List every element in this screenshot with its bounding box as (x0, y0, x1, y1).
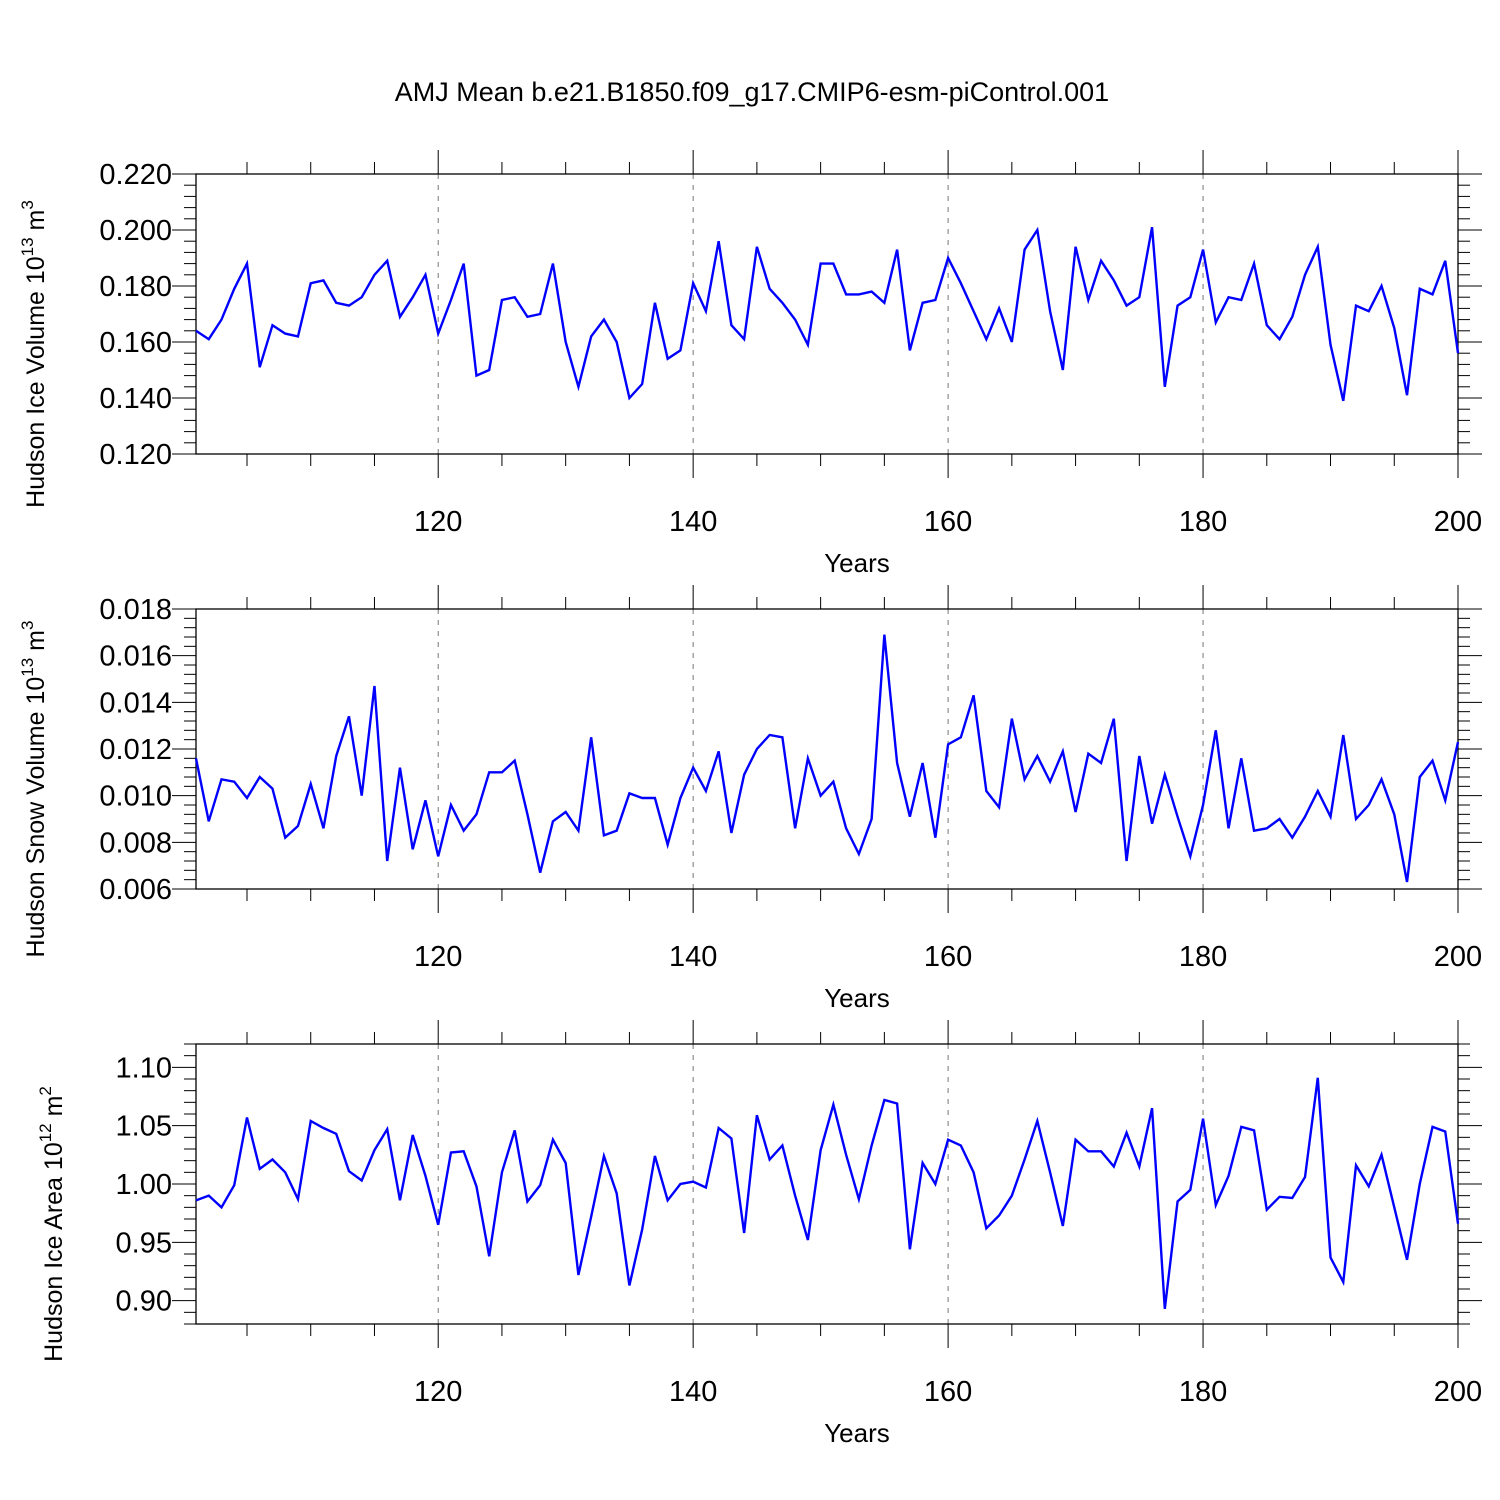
y-tick-label: 0.008 (99, 827, 172, 859)
x-tick-label: 140 (669, 1376, 717, 1408)
chart-panels: 0.120 0.140 0.160 0.180 0.200 0.220 120 140 160 1… (18, 150, 1482, 1448)
x-tick-label: 180 (1179, 941, 1227, 973)
x-axis-label: Years (824, 548, 890, 578)
y-tick-label: 1.10 (116, 1052, 172, 1084)
x-tick-label: 200 (1434, 506, 1482, 538)
x-tick-label: 200 (1434, 1376, 1482, 1408)
x-tick-label: 160 (924, 941, 972, 973)
y-axis-label-part: Hudson Ice Area 10 (40, 1142, 68, 1362)
x-axis-label: Years (824, 1418, 890, 1448)
y-tick-label: 0.016 (99, 641, 172, 673)
y-tick-label: 0.018 (99, 594, 172, 626)
x-tick-label: 160 (924, 1376, 972, 1408)
y-axis-label-superscript: 13 (18, 237, 37, 256)
y-tick-label: 0.014 (99, 687, 172, 719)
x-tick-label: 180 (1179, 506, 1227, 538)
y-tick-label: 0.180 (99, 271, 172, 303)
y-tick-label: 0.140 (99, 383, 172, 415)
series-line (195, 226, 1460, 402)
series-line (194, 634, 1460, 883)
y-tick-label: 0.012 (99, 734, 172, 766)
y-tick-label: 0.95 (116, 1227, 172, 1259)
y-axis-label-part: Hudson Snow Volume 10 (22, 677, 50, 958)
y-axis-label-superscript: 3 (18, 200, 37, 209)
y-axis-label-superscript: 3 (18, 621, 37, 630)
y-tick-label: 0.220 (99, 159, 172, 191)
plot-frame (195, 1043, 1459, 1325)
y-axis-label-part: m (22, 630, 50, 658)
y-axis-label-part: m (22, 210, 50, 238)
x-tick-label: 180 (1179, 1376, 1227, 1408)
y-tick-label: 1.00 (116, 1169, 172, 1201)
y-axis-label-superscript: 2 (36, 1086, 55, 1095)
x-tick-label: 120 (414, 506, 462, 538)
x-tick-label: 140 (669, 941, 717, 973)
y-axis-label-part: m (40, 1096, 68, 1124)
y-tick-label: 0.120 (99, 439, 172, 471)
y-tick-label: 0.006 (99, 874, 172, 906)
y-axis-label-superscript: 13 (18, 658, 37, 677)
x-axis-label: Years (824, 983, 890, 1013)
x-tick-label: 140 (669, 506, 717, 538)
y-axis-label: Hudson Snow Volume 1013 m3 (18, 621, 50, 958)
x-tick-label: 120 (414, 1376, 462, 1408)
y-axis-label: Hudson Ice Volume 1013 m3 (18, 200, 50, 508)
y-axis-label-part: Hudson Ice Volume 10 (22, 256, 50, 508)
y-tick-label: 1.05 (116, 1111, 172, 1143)
chart-panel-2: 0.006 0.008 0.010 0.012 0.014 0.016 0.018 120 14… (18, 585, 1482, 1013)
y-tick-label: 0.200 (99, 215, 172, 247)
y-tick-label: 0.160 (99, 327, 172, 359)
chart-panel-3: 0.90 0.95 1.00 1.05 1.10 120 140 160 180 200 Years… (36, 1020, 1482, 1448)
plot-frame (195, 173, 1459, 455)
x-tick-label: 120 (414, 941, 462, 973)
y-tick-label: 0.010 (99, 781, 172, 813)
y-tick-label: 0.90 (116, 1286, 172, 1318)
x-tick-label: 160 (924, 506, 972, 538)
chart-panel-1: 0.120 0.140 0.160 0.180 0.200 0.220 120 140 160 1… (18, 150, 1482, 578)
y-axis-label: Hudson Ice Area 1012 m2 (36, 1086, 68, 1362)
x-tick-label: 200 (1434, 941, 1482, 973)
y-axis-label-superscript: 12 (36, 1123, 55, 1142)
series-line (195, 1077, 1460, 1309)
chart-title: AMJ Mean b.e21.B1850.f09_g17.CMIP6-esm-p… (395, 77, 1109, 107)
